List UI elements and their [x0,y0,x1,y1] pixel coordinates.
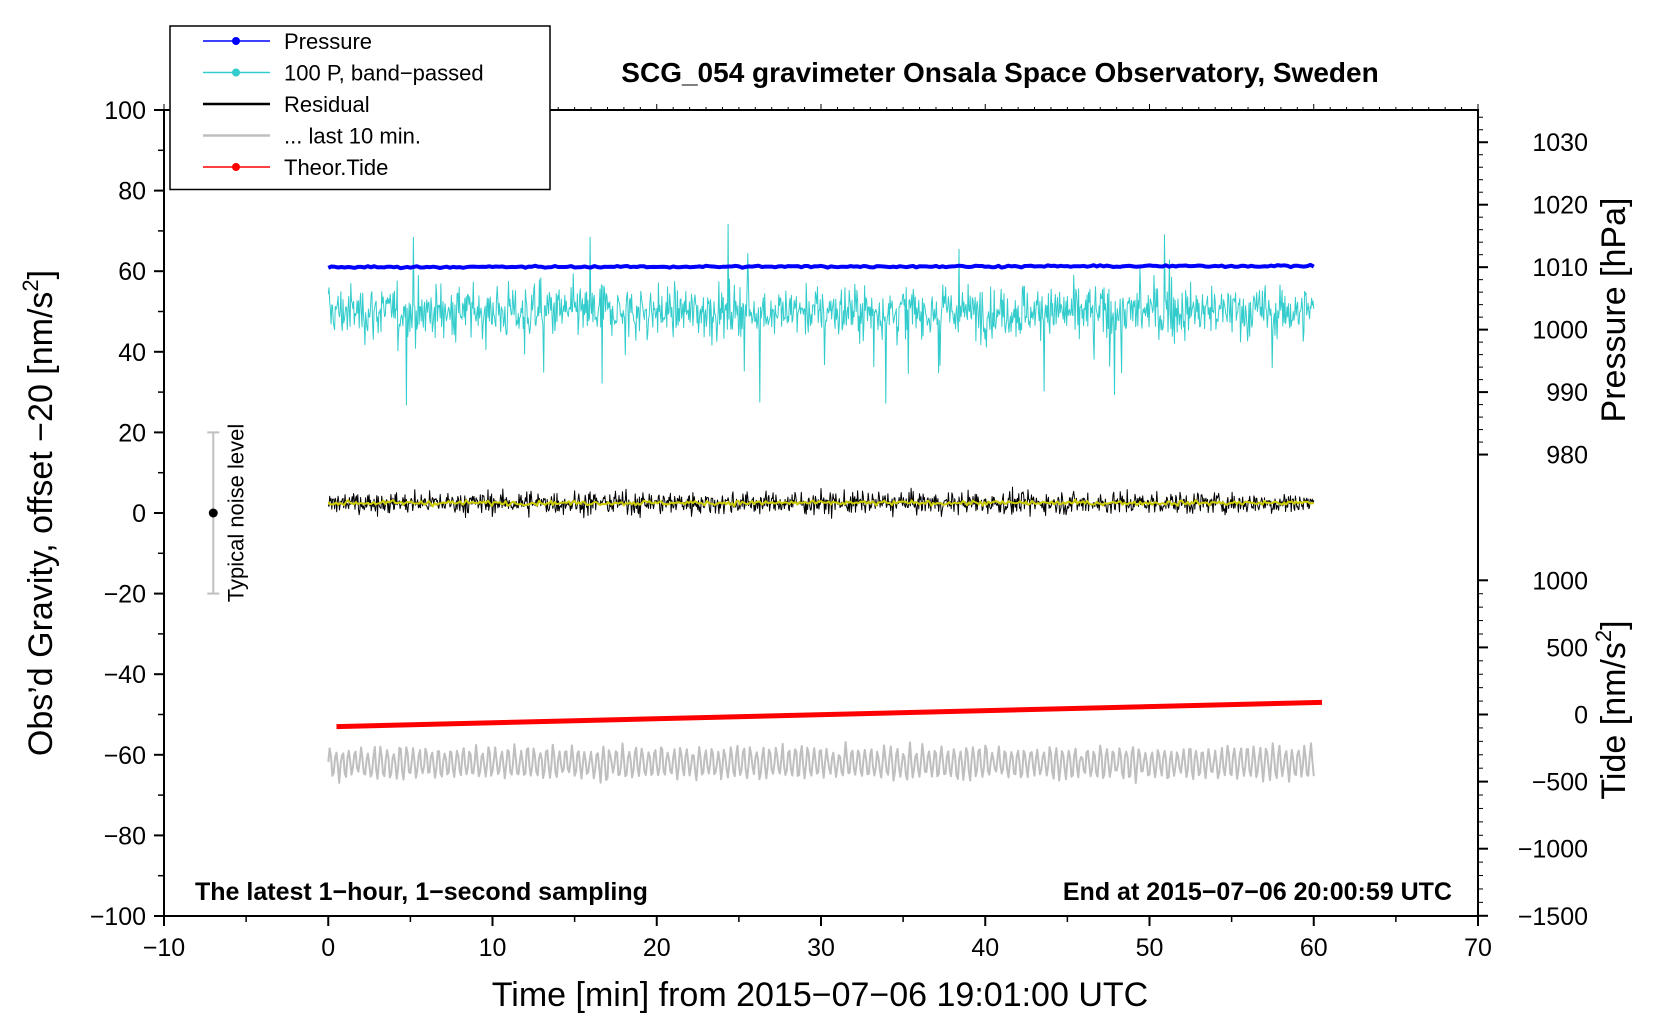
y-axis-tide-label-main: Tide [nm/s [1595,642,1633,799]
y-tick-label: −100 [90,903,146,931]
legend-label: 100 P, band−passed [284,61,484,86]
y-axis-left: −100 −80 −60 −40 −20 0 20 40 60 80 100 [90,97,164,931]
y-tick-label: 60 [118,258,146,286]
y-tick-label: −60 [104,742,146,770]
annotation-right: End at 2015−07−06 20:00:59 UTC [1063,878,1452,906]
tide-tick-label: 0 [1574,702,1588,730]
tide-tick-label: −1000 [1518,836,1588,864]
pressure-tick-label: 1020 [1532,192,1588,220]
legend-label: Theor.Tide [284,155,388,180]
y-tick-label: 100 [104,97,146,125]
pressure-tick-label: 990 [1546,379,1588,407]
y-tick-label: −80 [104,822,146,850]
series-layer [327,223,1323,784]
legend-marker [232,163,240,171]
tide-tick-label: 500 [1546,634,1588,662]
legend-marker [232,37,240,45]
legend-label: ... last 10 min. [284,124,421,149]
legend-label: Residual [284,92,370,117]
y-axis-pressure: 980 990 1000 1010 1020 1030 [1478,116,1588,470]
chart-title: SCG_054 gravimeter Onsala Space Observat… [621,57,1378,88]
y-axis-left-label-end: ] [22,270,60,279]
series-pressure [327,262,1315,271]
y-tick-label: −40 [104,661,146,689]
y-tick-label: −20 [104,581,146,609]
tide-tick-label: −500 [1532,769,1588,797]
series-theor-tide [336,699,1323,730]
tide-tick-label: 1000 [1532,567,1588,595]
annotation-left: The latest 1−hour, 1−second sampling [195,878,648,906]
y-axis-left-label: Obs’d Gravity, offset −20 [nm/s2] [18,270,60,756]
legend: Pressure 100 P, band−passed Residual ... la… [169,25,551,191]
series-100-p-band-passed [327,223,1315,406]
y-tick-label: 80 [118,178,146,206]
noise-bar-point [208,508,218,518]
x-tick-label: 60 [1300,934,1328,962]
x-axis-label: Time [min] from 2015−07−06 19:01:00 UTC [492,976,1148,1014]
legend-marker [232,68,240,77]
noise-bar [207,431,220,595]
pressure-tick-label: 1030 [1532,129,1588,157]
x-tick-label: 50 [1136,934,1164,962]
x-axis: −10 0 10 20 30 40 50 60 70 [143,916,1492,962]
series-residual-smoothed [327,498,1314,508]
pressure-tick-label: 980 [1546,442,1588,470]
y-axis-left-label-main: Obs’d Gravity, offset −20 [nm/s [22,292,60,757]
x-tick-label: 20 [643,934,671,962]
x-tick-label: 10 [479,934,507,962]
y-tick-label: 20 [118,419,146,447]
y-tick-label: 40 [118,339,146,367]
x-tick-label: 70 [1464,934,1492,962]
series-residual [327,486,1315,519]
x-tick-label: 30 [807,934,835,962]
legend-label: Pressure [284,29,372,54]
y-tick-label: 0 [132,500,146,528]
y-axis-tide: −1500 −1000 −500 0 500 1000 [1478,567,1588,931]
legend-box [169,25,551,191]
y-axis-tide-label-end: ] [1595,620,1633,629]
plot-frame [163,109,1479,917]
pressure-tick-label: 1000 [1532,317,1588,345]
pressure-tick-label: 1010 [1532,254,1588,282]
y-axis-left-label-sup: 2 [18,279,43,291]
y-axis-tide-label: Tide [nm/s2] [1591,620,1633,799]
x-tick-label: −10 [143,934,185,962]
y-axis-pressure-label: Pressure [hPa] [1595,198,1633,423]
series-last-10-min [327,741,1315,784]
x-tick-label: 40 [971,934,999,962]
y-axis-tide-label-sup: 2 [1591,630,1616,642]
tide-tick-label: −1500 [1518,903,1588,931]
noise-label: Typical noise level [223,424,248,603]
x-tick-label: 0 [321,934,335,962]
